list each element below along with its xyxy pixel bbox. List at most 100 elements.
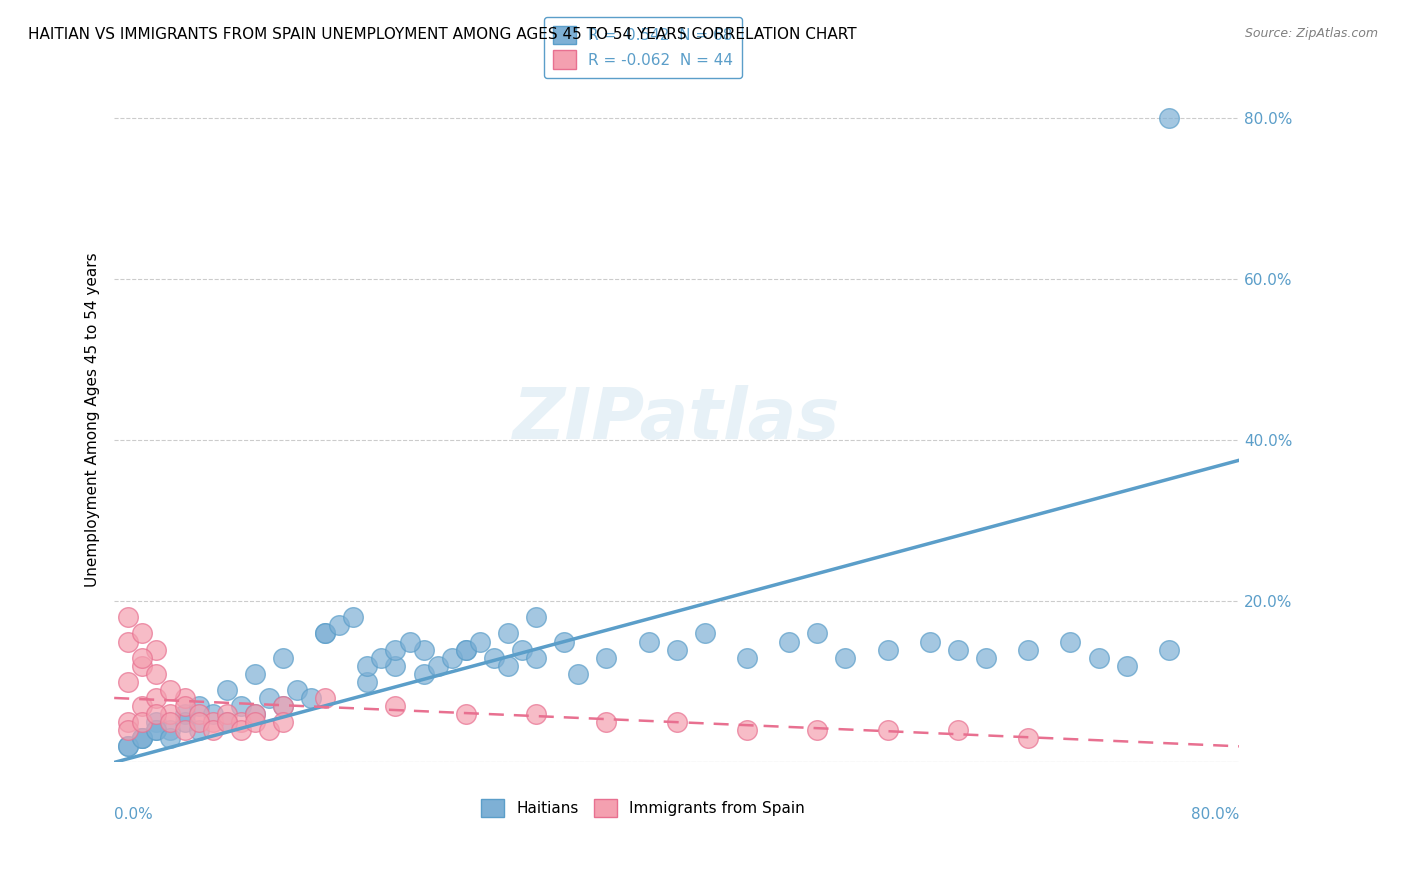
Point (946, 642, 969, 657)
Point (524, 610, 547, 624)
Point (243, 707, 266, 722)
Point (482, 650, 505, 665)
Point (356, 674, 378, 689)
Point (173, 707, 195, 722)
Y-axis label: Unemployment Among Ages 45 to 54 years: Unemployment Among Ages 45 to 54 years (86, 252, 100, 587)
Point (876, 642, 898, 657)
Point (117, 634, 139, 648)
Point (243, 707, 266, 722)
Point (187, 699, 209, 714)
Point (370, 650, 392, 665)
Point (201, 723, 224, 738)
Text: Source: ZipAtlas.com: Source: ZipAtlas.com (1244, 27, 1378, 40)
Point (131, 699, 153, 714)
Point (285, 682, 308, 697)
Point (187, 715, 209, 730)
Point (117, 739, 139, 754)
Point (173, 699, 195, 714)
Point (454, 707, 477, 722)
Point (159, 731, 181, 746)
Point (735, 650, 758, 665)
Point (131, 626, 153, 640)
Point (145, 690, 167, 705)
Point (131, 650, 153, 665)
Point (145, 642, 167, 657)
Point (257, 723, 280, 738)
Point (834, 650, 856, 665)
Point (145, 723, 167, 738)
Point (117, 715, 139, 730)
Point (637, 634, 659, 648)
Point (665, 715, 688, 730)
Point (454, 642, 477, 657)
Text: HAITIAN VS IMMIGRANTS FROM SPAIN UNEMPLOYMENT AMONG AGES 45 TO 54 YEARS CORRELAT: HAITIAN VS IMMIGRANTS FROM SPAIN UNEMPLO… (28, 27, 856, 42)
Point (187, 707, 209, 722)
Point (145, 666, 167, 681)
Point (595, 715, 617, 730)
Point (117, 674, 139, 689)
Point (1115, 658, 1137, 673)
Point (524, 707, 547, 722)
Point (229, 715, 252, 730)
Point (131, 731, 153, 746)
Point (595, 650, 617, 665)
Text: 80.0%: 80.0% (1191, 807, 1239, 822)
Point (201, 715, 224, 730)
Point (215, 715, 238, 730)
Point (412, 642, 434, 657)
Point (876, 723, 898, 738)
Point (173, 690, 195, 705)
Point (145, 715, 167, 730)
Point (806, 723, 828, 738)
Point (145, 707, 167, 722)
Point (356, 658, 378, 673)
Text: ZIPatlas: ZIPatlas (513, 385, 841, 454)
Point (440, 650, 463, 665)
Text: 0.0%: 0.0% (114, 807, 153, 822)
Point (806, 626, 828, 640)
Point (131, 731, 153, 746)
Point (496, 626, 519, 640)
Point (1017, 642, 1039, 657)
Point (342, 610, 364, 624)
Point (131, 731, 153, 746)
Point (117, 739, 139, 754)
Point (117, 723, 139, 738)
Point (693, 626, 716, 640)
Point (229, 699, 252, 714)
Point (524, 650, 547, 665)
Point (117, 610, 139, 624)
Point (412, 666, 434, 681)
Point (1157, 111, 1180, 125)
Point (468, 634, 491, 648)
Point (328, 618, 350, 632)
Point (553, 634, 575, 648)
Point (145, 723, 167, 738)
Point (384, 699, 406, 714)
Point (187, 723, 209, 738)
Point (314, 626, 336, 640)
Point (735, 723, 758, 738)
Point (1017, 731, 1039, 746)
Point (1087, 650, 1109, 665)
Point (314, 626, 336, 640)
Point (229, 723, 252, 738)
Point (271, 650, 294, 665)
Point (974, 650, 997, 665)
Point (215, 682, 238, 697)
Point (665, 642, 688, 657)
Point (384, 658, 406, 673)
Point (1157, 642, 1180, 657)
Point (159, 682, 181, 697)
Point (299, 690, 322, 705)
Point (159, 707, 181, 722)
Point (173, 715, 195, 730)
Point (398, 634, 420, 648)
Point (426, 658, 449, 673)
Point (271, 699, 294, 714)
Legend: Haitians, Immigrants from Spain: Haitians, Immigrants from Spain (475, 792, 811, 823)
Point (201, 707, 224, 722)
Point (173, 723, 195, 738)
Point (271, 715, 294, 730)
Point (215, 707, 238, 722)
